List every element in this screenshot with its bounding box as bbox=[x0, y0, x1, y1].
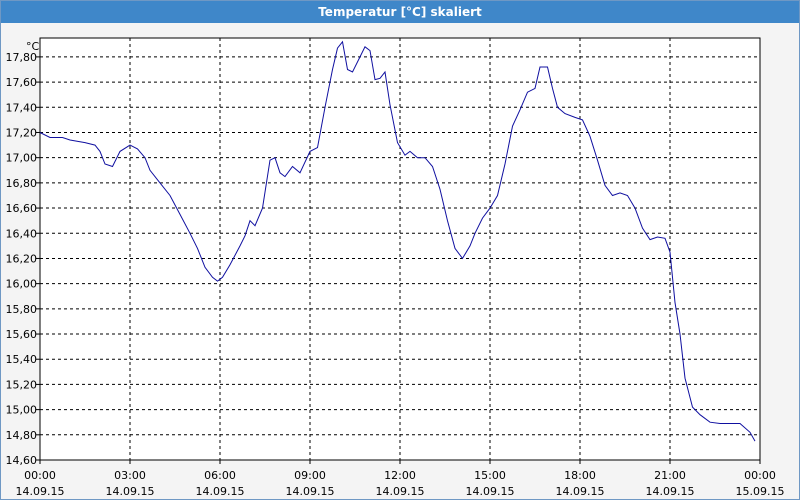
x-tick-date: 14.09.15 bbox=[16, 485, 65, 498]
y-tick-label: 16,20 bbox=[6, 252, 38, 265]
x-tick-time: 18:00 bbox=[564, 469, 596, 482]
x-tick-date: 15.09.15 bbox=[736, 485, 785, 498]
x-axis-ticks: 00:00 14.09.15 03:00 14.09.15 06:00 14.09.15 0… bbox=[16, 460, 785, 498]
x-tick-date: 14.09.15 bbox=[196, 485, 245, 498]
y-tick-label: 14,60 bbox=[6, 454, 38, 467]
y-tick-label: 17,80 bbox=[6, 51, 38, 64]
y-tick-label: 16,60 bbox=[6, 202, 38, 215]
x-tick-date: 14.09.15 bbox=[286, 485, 335, 498]
y-tick-label: 15,20 bbox=[6, 378, 38, 391]
y-tick-label: 14,80 bbox=[6, 429, 38, 442]
x-tick-time: 06:00 bbox=[204, 469, 236, 482]
y-tick-label: 15,80 bbox=[6, 303, 38, 316]
y-tick-label: 16,80 bbox=[6, 177, 38, 190]
y-tick-label: 17,20 bbox=[6, 126, 38, 139]
x-tick-time: 12:00 bbox=[384, 469, 416, 482]
x-tick-date: 14.09.15 bbox=[466, 485, 515, 498]
x-tick-time: 21:00 bbox=[654, 469, 686, 482]
x-tick-time: 09:00 bbox=[294, 469, 326, 482]
x-tick-date: 14.09.15 bbox=[556, 485, 605, 498]
x-tick-date: 14.09.15 bbox=[106, 485, 155, 498]
y-tick-label: 15,40 bbox=[6, 353, 38, 366]
y-tick-label: 15,00 bbox=[6, 404, 38, 417]
temperature-series-line bbox=[39, 40, 756, 442]
y-tick-label: 17,40 bbox=[6, 101, 38, 114]
x-tick-date: 14.09.15 bbox=[646, 485, 695, 498]
x-tick-time: 00:00 bbox=[744, 469, 776, 482]
y-tick-label: 17,00 bbox=[6, 152, 38, 165]
y-tick-label: 15,60 bbox=[6, 328, 38, 341]
x-tick-time: 00:00 bbox=[24, 469, 56, 482]
x-tick-time: 15:00 bbox=[474, 469, 506, 482]
y-tick-label: 17,60 bbox=[6, 76, 38, 89]
x-tick-date: 14.09.15 bbox=[376, 485, 425, 498]
window-title: Temperatur [°C] skaliert bbox=[1, 1, 799, 23]
x-tick-time: 03:00 bbox=[114, 469, 146, 482]
y-tick-label: 16,40 bbox=[6, 227, 38, 240]
y-axis-label: °C bbox=[26, 40, 40, 53]
y-tick-label: 16,00 bbox=[6, 278, 38, 291]
y-axis-ticks: 14,60 14,80 15,00 15,20 15,40 15,60 15,80 16,00… bbox=[6, 51, 40, 467]
